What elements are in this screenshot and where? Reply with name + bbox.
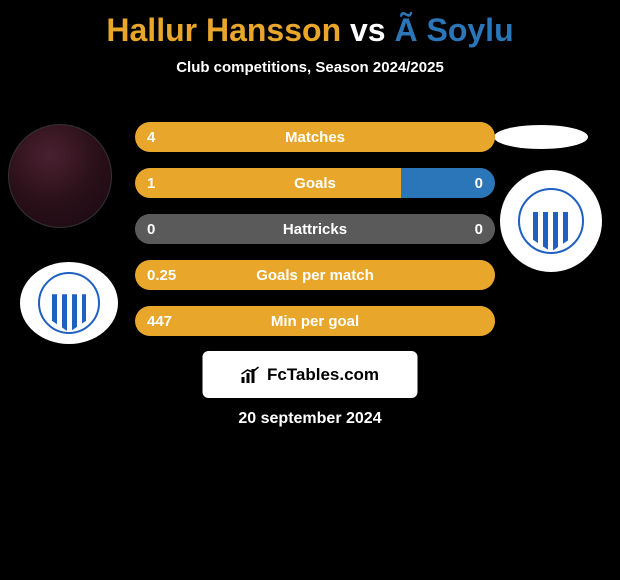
player1-photo xyxy=(8,124,112,228)
stat-row: 0.25Goals per match xyxy=(135,260,495,290)
stat-label: Min per goal xyxy=(135,306,495,336)
stat-label: Matches xyxy=(135,122,495,152)
footer-date: 20 september 2024 xyxy=(0,410,620,428)
player2-name: Ã Soylu xyxy=(394,12,513,48)
stat-label: Goals per match xyxy=(135,260,495,290)
player2-team-badge xyxy=(500,170,602,272)
player2-photo-placeholder xyxy=(494,125,588,149)
stat-row: 447Min per goal xyxy=(135,306,495,336)
chart-icon xyxy=(241,366,261,384)
page-title: Hallur Hansson vs Ã Soylu xyxy=(0,0,620,49)
player1-name: Hallur Hansson xyxy=(106,12,341,48)
brand-text: FcTables.com xyxy=(267,365,379,385)
stat-label: Hattricks xyxy=(135,214,495,244)
vs-text: vs xyxy=(350,12,386,48)
stats-chart: 4Matches 10Goals 00Hattricks 0.25Goals per … xyxy=(135,122,495,352)
stat-row: 10Goals xyxy=(135,168,495,198)
stat-row: 4Matches xyxy=(135,122,495,152)
stat-label: Goals xyxy=(135,168,495,198)
brand-badge: FcTables.com xyxy=(203,351,418,398)
stat-row: 00Hattricks xyxy=(135,214,495,244)
subtitle: Club competitions, Season 2024/2025 xyxy=(0,59,620,76)
player1-team-badge xyxy=(20,262,118,344)
